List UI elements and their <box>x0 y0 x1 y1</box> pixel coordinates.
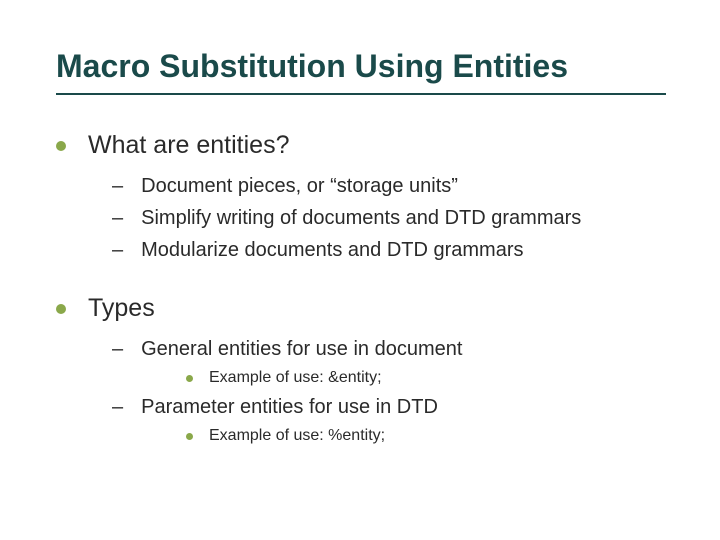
bullet-icon <box>56 141 66 151</box>
list-item: – Simplify writing of documents and DTD … <box>112 204 680 232</box>
example-text: Example of use: &entity; <box>209 369 382 387</box>
section-heading-text: Types <box>88 294 155 323</box>
bullet-icon <box>56 304 66 314</box>
dash-icon: – <box>112 393 123 421</box>
section-heading: Types <box>56 294 680 323</box>
bullet-icon <box>186 433 193 440</box>
example-text: Example of use: %entity; <box>209 427 385 445</box>
dash-icon: – <box>112 236 123 264</box>
list-item-text: Parameter entities for use in DTD <box>141 393 438 421</box>
section-heading: What are entities? <box>56 131 680 160</box>
section-heading-text: What are entities? <box>88 131 290 160</box>
list-item: – Parameter entities for use in DTD <box>112 393 680 421</box>
bullet-icon <box>186 375 193 382</box>
title-underline <box>56 93 666 95</box>
list-item-text: Modularize documents and DTD grammars <box>141 236 523 264</box>
dash-icon: – <box>112 204 123 232</box>
example-item: Example of use: %entity; <box>186 427 680 445</box>
dash-icon: – <box>112 335 123 363</box>
dash-icon: – <box>112 172 123 200</box>
list-item: – Modularize documents and DTD grammars <box>112 236 680 264</box>
list-item: – General entities for use in document <box>112 335 680 363</box>
slide-title: Macro Substitution Using Entities <box>56 48 680 85</box>
slide: Macro Substitution Using Entities What a… <box>0 0 720 540</box>
list-item-text: General entities for use in document <box>141 335 462 363</box>
list-item-text: Document pieces, or “storage units” <box>141 172 458 200</box>
list-item-text: Simplify writing of documents and DTD gr… <box>141 204 581 232</box>
list-item: – Document pieces, or “storage units” <box>112 172 680 200</box>
example-item: Example of use: &entity; <box>186 369 680 387</box>
